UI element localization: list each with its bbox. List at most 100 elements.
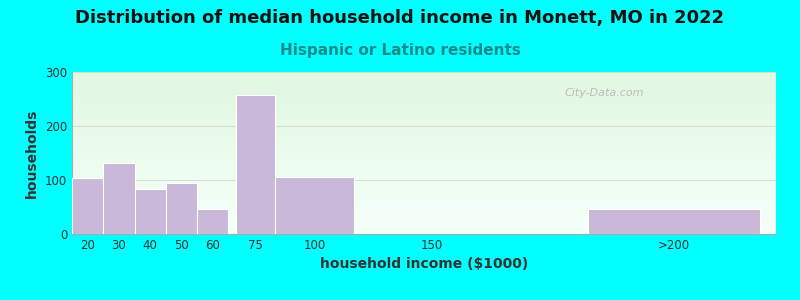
Bar (72, 213, 776, 214)
Bar (72, 159, 776, 160)
Bar (72, 199, 776, 200)
Bar (72, 142, 776, 143)
Bar (72, 136, 776, 137)
Bar (72, 105, 776, 106)
Bar (72, 164, 776, 165)
Bar (72, 144, 776, 145)
Bar (72, 180, 776, 181)
Bar (72, 197, 776, 198)
Bar (72, 173, 776, 174)
Bar (72, 114, 776, 115)
Bar (72, 130, 776, 131)
Bar (72, 101, 776, 102)
Bar (72, 160, 776, 161)
Bar (72, 221, 776, 222)
Bar (72, 139, 776, 140)
Bar (72, 224, 776, 225)
Y-axis label: households: households (26, 108, 39, 198)
Bar (72, 103, 776, 104)
Bar (72, 87, 776, 88)
Bar (72, 219, 776, 220)
Bar (72, 192, 776, 193)
Bar (72, 108, 776, 109)
Bar (72, 184, 776, 185)
Bar (72, 166, 776, 167)
Bar (72, 132, 776, 133)
Bar (72, 112, 776, 113)
Bar (72, 223, 776, 224)
Bar (72, 168, 776, 169)
Bar (72, 152, 776, 153)
Bar (72, 76, 776, 77)
Bar (72, 215, 776, 216)
Bar (72, 94, 776, 95)
Bar (197, 208, 229, 234)
Bar (72, 163, 776, 164)
Text: Hispanic or Latino residents: Hispanic or Latino residents (279, 44, 521, 59)
Bar (72, 116, 776, 117)
Bar (72, 167, 776, 168)
Bar (72, 193, 776, 194)
Bar (72, 228, 776, 229)
Bar (72, 128, 776, 129)
Bar (72, 146, 776, 147)
Bar (72, 149, 776, 150)
Bar (72, 172, 776, 173)
Bar (72, 187, 776, 188)
Bar (72, 155, 776, 156)
Bar (72, 174, 776, 175)
Text: Distribution of median household income in Monett, MO in 2022: Distribution of median household income … (75, 9, 725, 27)
Bar (72, 175, 776, 176)
Bar (72, 188, 776, 189)
Bar (72, 202, 776, 203)
Bar (72, 183, 776, 184)
Bar (72, 204, 776, 205)
Bar (72, 109, 776, 110)
Bar (72, 107, 776, 108)
Bar (72, 104, 776, 105)
Bar (72, 72, 776, 73)
Bar (72, 115, 776, 116)
Bar (72, 122, 776, 123)
Bar (72, 108, 776, 109)
Bar (72, 206, 776, 207)
Bar (72, 211, 776, 212)
Bar (72, 93, 776, 94)
Bar (72, 229, 776, 230)
Bar (72, 218, 776, 219)
Bar (72, 125, 776, 126)
Text: City-Data.com: City-Data.com (565, 88, 644, 98)
Bar (72, 110, 776, 111)
Bar (72, 118, 776, 119)
Bar (72, 79, 776, 80)
Bar (72, 171, 776, 172)
Bar (72, 141, 776, 142)
Bar (72, 220, 776, 221)
Bar (72, 91, 776, 92)
Bar (72, 134, 776, 135)
Bar (72, 205, 776, 206)
Bar (72, 186, 776, 187)
Bar (72, 189, 776, 190)
Bar (72, 119, 776, 120)
Bar (72, 84, 776, 85)
Bar (72, 75, 776, 76)
Bar (72, 216, 776, 217)
Bar (72, 100, 776, 101)
Bar (72, 148, 776, 149)
Bar (72, 145, 776, 146)
Bar (72, 222, 776, 223)
Bar (72, 99, 776, 100)
Bar (72, 120, 776, 121)
Bar (236, 95, 275, 234)
Bar (72, 150, 776, 151)
Bar (72, 90, 776, 91)
Bar (72, 198, 776, 199)
Bar (72, 85, 776, 86)
Bar (72, 210, 776, 211)
Bar (72, 194, 776, 195)
Bar (72, 123, 776, 124)
Bar (72, 147, 776, 148)
Bar (72, 179, 776, 180)
Bar (72, 138, 776, 139)
